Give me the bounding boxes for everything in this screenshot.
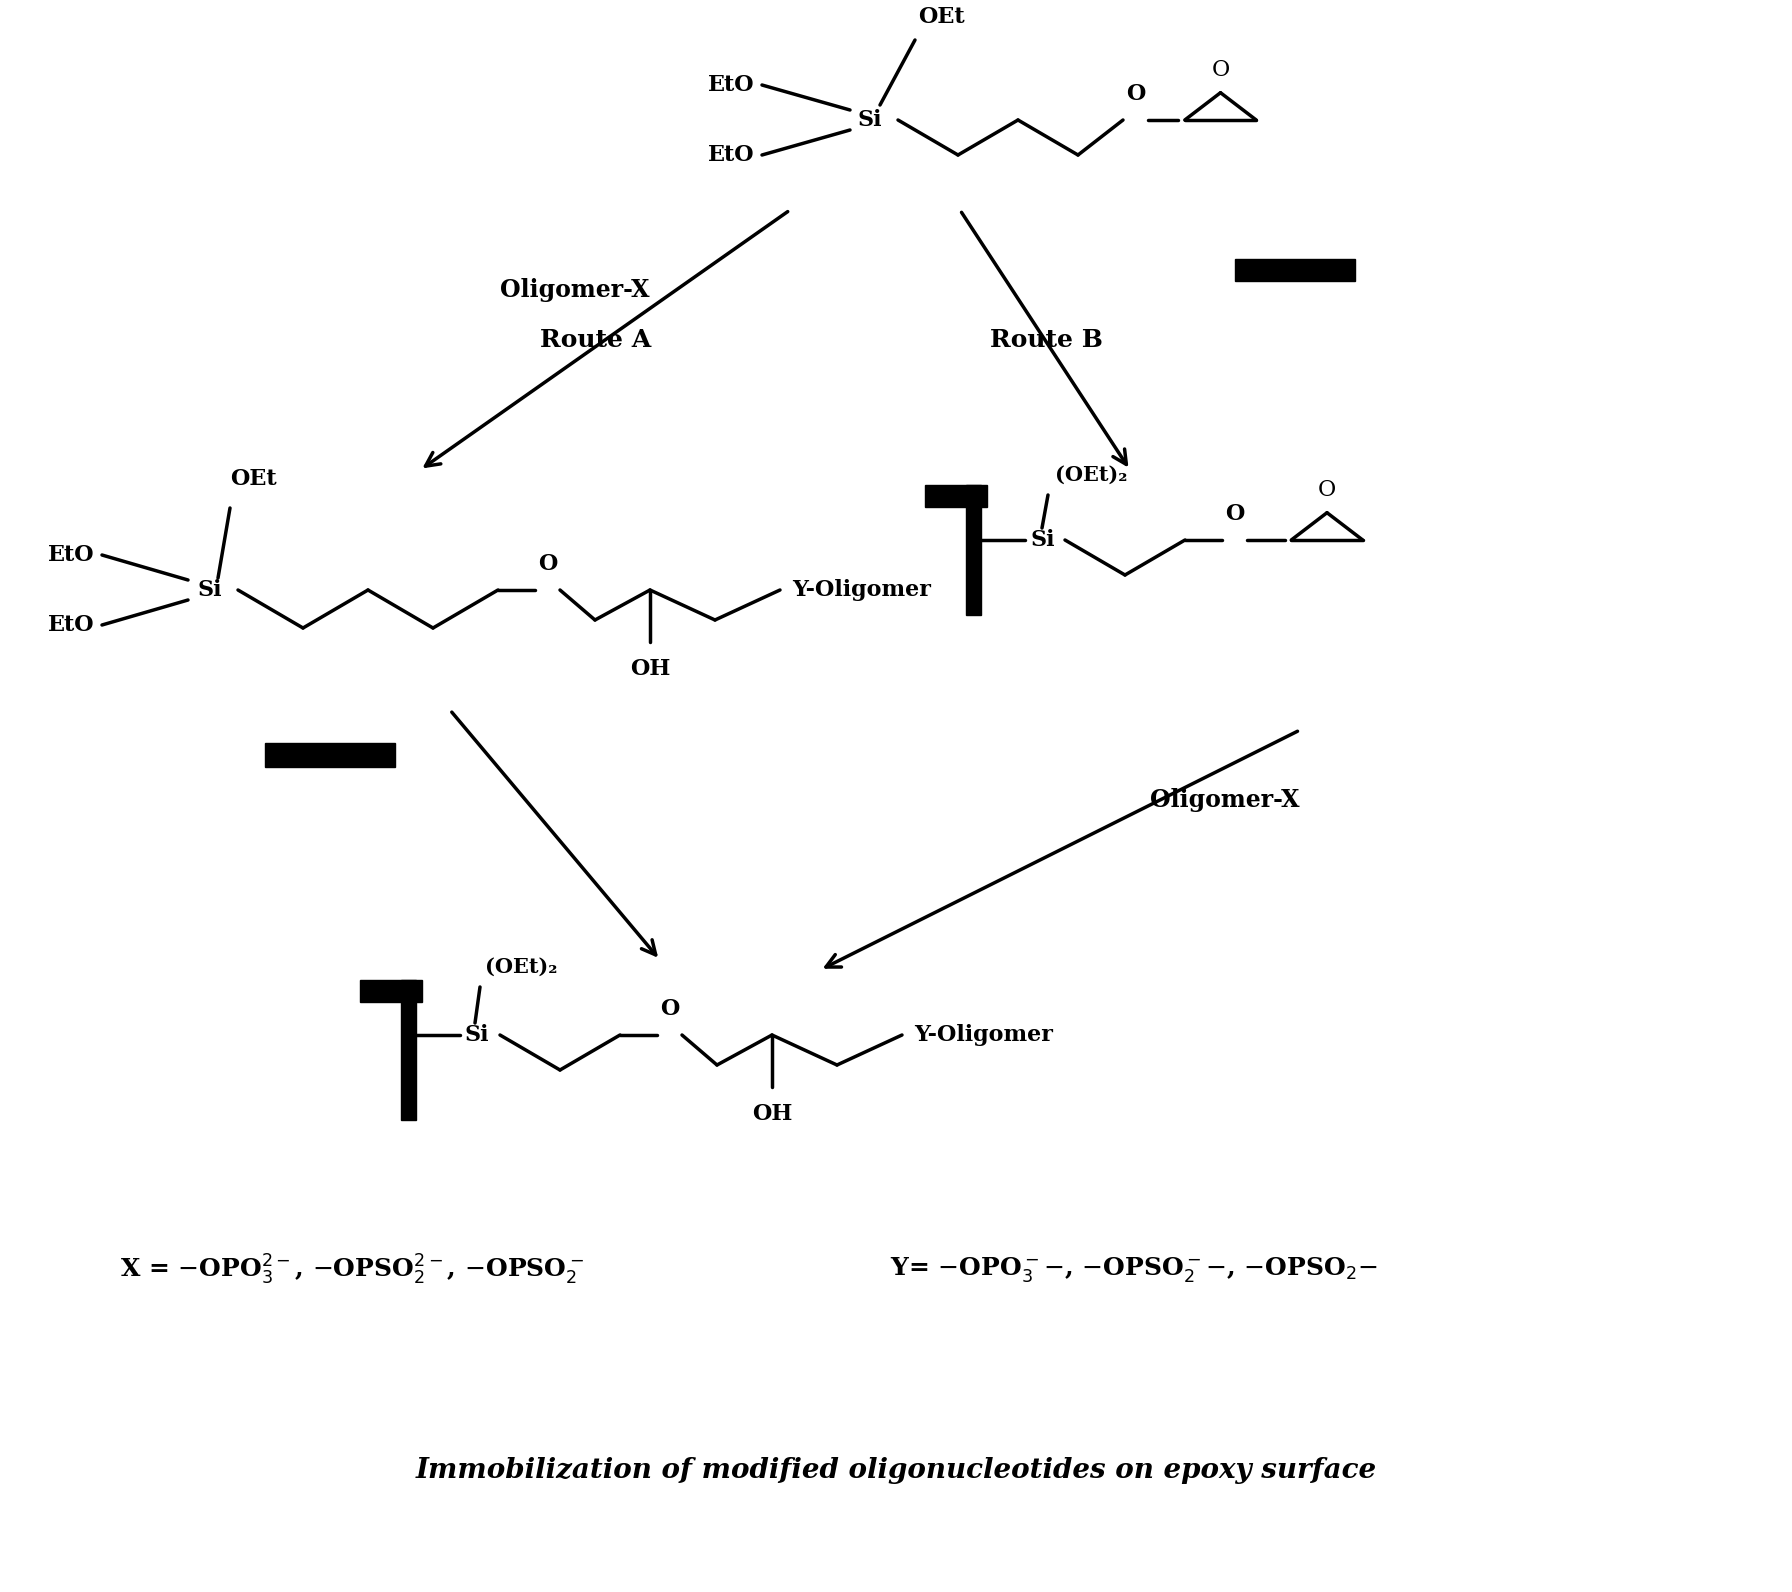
Text: OH: OH (629, 657, 670, 680)
Text: Si: Si (464, 1024, 489, 1046)
Text: O: O (1127, 83, 1145, 105)
Text: OEt: OEt (918, 6, 964, 29)
Text: Route A: Route A (539, 328, 650, 352)
Text: O: O (538, 552, 557, 575)
Text: X = $-$OPO$_3^{2-}$, $-$OPSO$_2^{2-}$, $-$OPSO$_2^-$: X = $-$OPO$_3^{2-}$, $-$OPSO$_2^{2-}$, $… (120, 1253, 584, 1286)
Bar (360, 981, 421, 1001)
Text: Route B: Route B (989, 328, 1102, 352)
Text: OH: OH (753, 1103, 792, 1126)
Bar (401, 981, 416, 1121)
Text: Y-Oligomer: Y-Oligomer (792, 579, 930, 602)
Text: Y= $-$OPO$_3^-$$-$, $-$OPSO$_2^-$$-$, $-$OPSO$_2$$-$: Y= $-$OPO$_3^-$$-$, $-$OPSO$_2^-$$-$, $-… (891, 1256, 1378, 1285)
Text: O: O (1317, 479, 1337, 501)
Text: Si: Si (858, 108, 882, 131)
Text: Oligomer-X: Oligomer-X (500, 279, 650, 302)
Text: Oligomer-X: Oligomer-X (1150, 788, 1299, 812)
Text: Si: Si (1030, 529, 1054, 551)
Bar (1235, 259, 1355, 282)
Text: Si: Si (197, 579, 222, 602)
Text: (OEt)₂: (OEt)₂ (486, 957, 557, 977)
Text: Immobilization of modified oligonucleotides on epoxy surface: Immobilization of modified oligonucleoti… (416, 1457, 1376, 1484)
Text: O: O (1226, 503, 1245, 525)
Text: OEt: OEt (229, 468, 276, 490)
Text: EtO: EtO (708, 73, 754, 96)
Text: O: O (1211, 59, 1229, 81)
Text: (OEt)₂: (OEt)₂ (1055, 465, 1127, 486)
Text: EtO: EtO (48, 615, 95, 635)
Text: EtO: EtO (48, 544, 95, 567)
Text: O: O (659, 998, 679, 1020)
Text: EtO: EtO (708, 143, 754, 166)
Bar (966, 486, 980, 615)
Bar (265, 743, 394, 767)
Bar (925, 486, 987, 506)
Text: Y-Oligomer: Y-Oligomer (914, 1024, 1054, 1046)
